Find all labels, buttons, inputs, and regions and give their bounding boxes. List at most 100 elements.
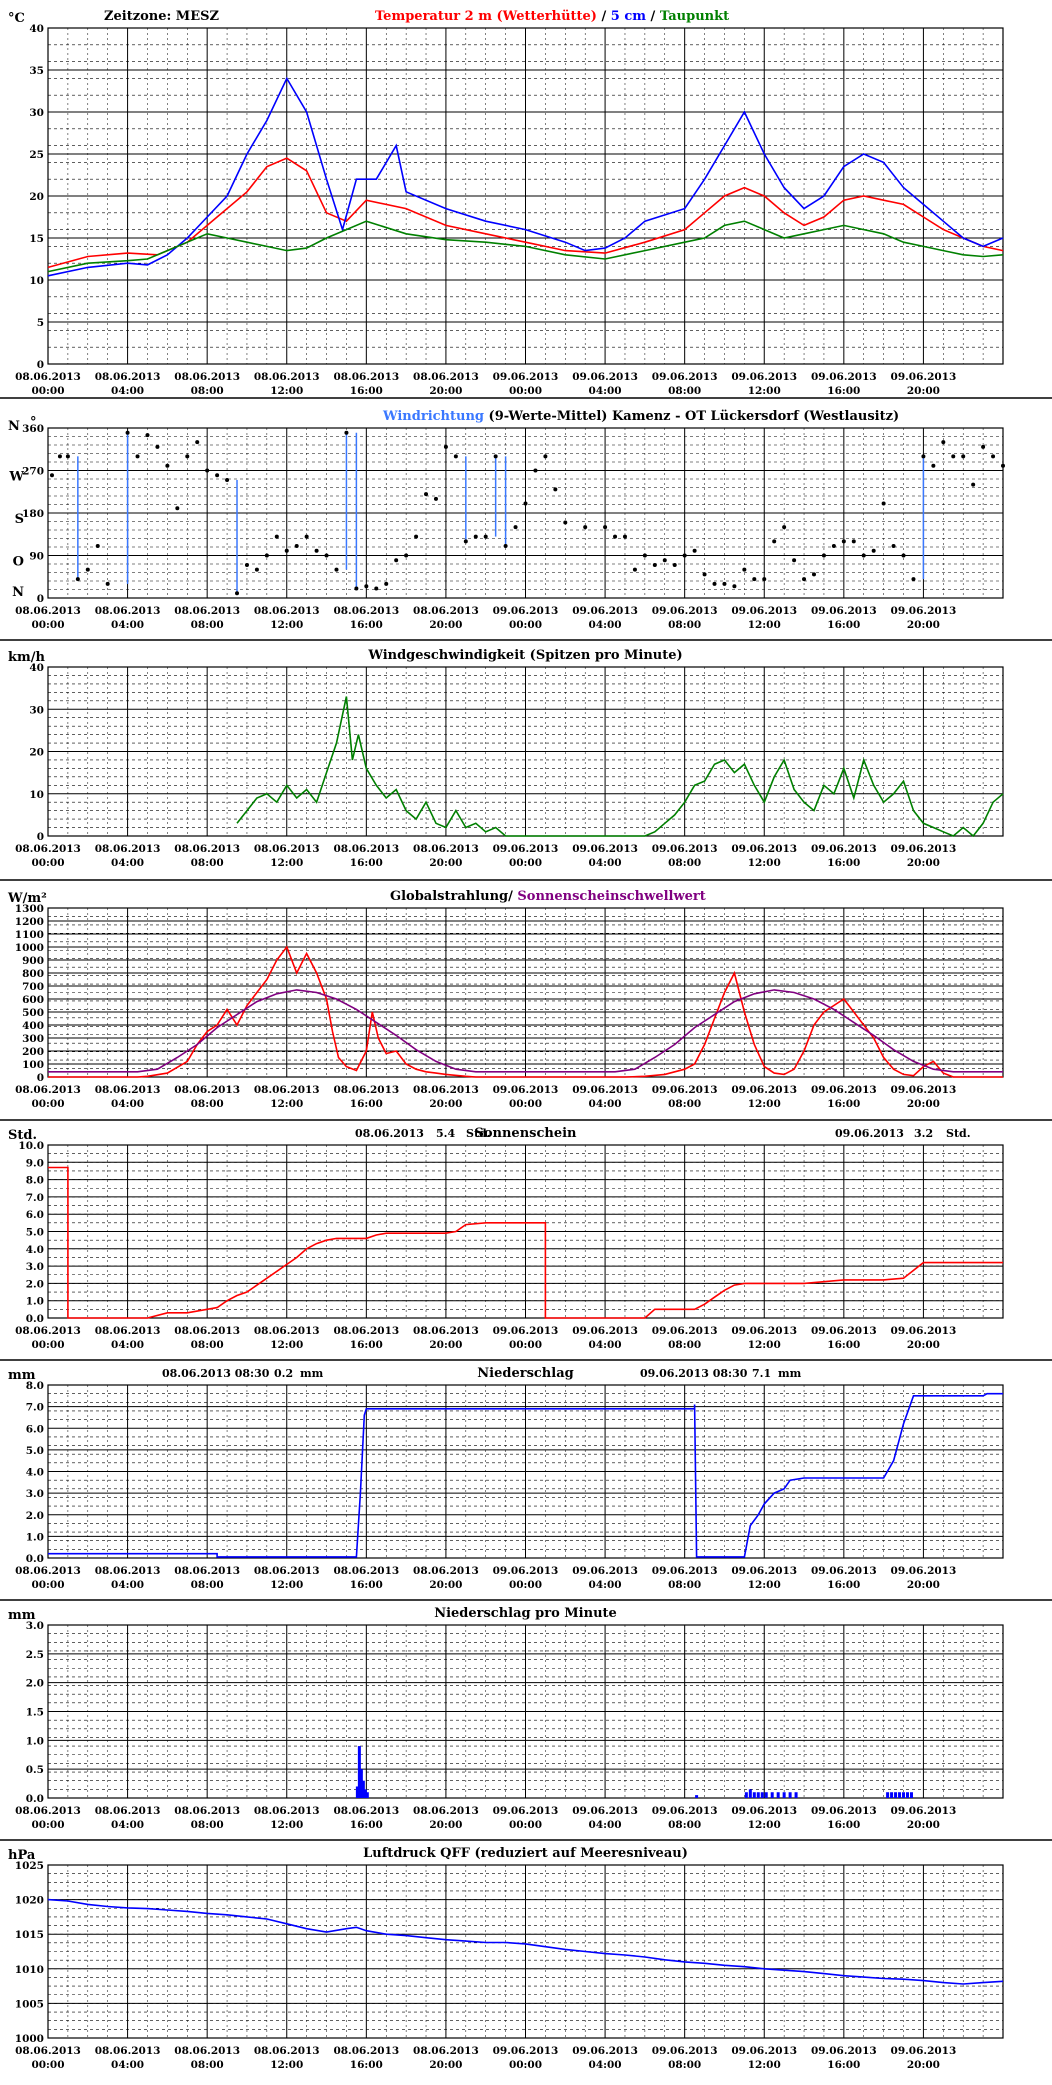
data-point [632, 567, 637, 572]
data-point [931, 463, 936, 468]
y-tick-label: 25 [29, 149, 44, 161]
x-tick-date: 09.06.2013 [811, 843, 877, 855]
data-point [75, 577, 80, 582]
x-tick-date: 08.06.2013 [15, 1805, 81, 1817]
data-bar [902, 1792, 906, 1798]
data-point [811, 572, 816, 577]
y-tick-label: 5 [37, 317, 44, 329]
x-tick-time: 04:00 [111, 857, 144, 869]
x-tick-time: 08:00 [668, 2059, 701, 2071]
x-tick-date: 09.06.2013 [731, 605, 797, 617]
y-tick-label: 0 [37, 593, 44, 605]
x-tick-time: 08:00 [191, 1098, 224, 1110]
minor-grid [48, 908, 1003, 1077]
y-tick-label: 4.0 [26, 1467, 44, 1479]
x-tick-time: 16:00 [827, 385, 860, 397]
data-bar [752, 1792, 756, 1798]
x-tick-time: 16:00 [827, 619, 860, 631]
x-tick-time: 12:00 [270, 1098, 303, 1110]
x-tick-date: 09.06.2013 [652, 1325, 718, 1337]
x-tick-date: 08.06.2013 [413, 2045, 479, 2057]
x-tick-time: 04:00 [589, 1819, 622, 1831]
data-point [891, 544, 896, 549]
y-tick-label: 2.0 [26, 1678, 44, 1690]
y-tick-label: 15 [29, 233, 44, 245]
x-tick-date: 08.06.2013 [95, 1325, 161, 1337]
y-unit-label: mm [8, 1608, 36, 1623]
y-tick-label: 180 [22, 508, 44, 520]
data-point [981, 444, 986, 449]
y-tick-label: 20 [29, 191, 44, 203]
x-tick-time: 20:00 [429, 1098, 462, 1110]
x-tick-date: 09.06.2013 [493, 1805, 559, 1817]
data-bar [748, 1789, 752, 1798]
y-tick-label: 200 [22, 1046, 44, 1058]
chart-title: Globalstrahlung/ Sonnenscheinschwellwert [390, 889, 706, 904]
y-tick-label: 2.0 [26, 1510, 44, 1522]
chart-title: Sonnenschein [474, 1126, 577, 1141]
data-point [881, 501, 886, 506]
data-bar [890, 1792, 894, 1798]
y-tick-label: 0 [37, 359, 44, 371]
y-tick-label: 900 [22, 955, 44, 967]
y-tick-label: 300 [22, 1033, 44, 1045]
series-line [47, 157, 1004, 269]
y-tick-label: 40 [29, 662, 44, 674]
data-bar [906, 1792, 909, 1798]
data-point [165, 463, 170, 468]
x-tick-time: 08:00 [668, 619, 701, 631]
x-tick-time: 20:00 [907, 857, 940, 869]
x-tick-date: 08.06.2013 [95, 2045, 161, 2057]
x-tick-time: 12:00 [270, 1819, 303, 1831]
x-tick-time: 00:00 [31, 1819, 64, 1831]
x-tick-date: 09.06.2013 [811, 1325, 877, 1337]
x-tick-time: 00:00 [509, 857, 542, 869]
data-point [821, 553, 826, 558]
y-tick-label: 90 [29, 551, 44, 563]
y-tick-label: 2.0 [26, 1278, 44, 1290]
data-point [831, 544, 836, 549]
y-tick-label: 10.0 [18, 1140, 44, 1152]
x-tick-time: 12:00 [748, 1098, 781, 1110]
x-tick-time: 12:00 [270, 857, 303, 869]
x-tick-time: 00:00 [509, 1579, 542, 1591]
x-tick-time: 00:00 [31, 1098, 64, 1110]
chart-title: Windgeschwindigkeit (Spitzen pro Minute) [367, 648, 682, 663]
info-value: 5.4 [436, 1127, 455, 1140]
x-tick-date: 09.06.2013 [652, 605, 718, 617]
data-point [951, 454, 956, 459]
y-tick-label: 9.0 [26, 1157, 44, 1169]
data-bar [744, 1792, 748, 1798]
x-tick-date: 09.06.2013 [811, 1805, 877, 1817]
x-tick-time: 20:00 [429, 1819, 462, 1831]
x-tick-date: 08.06.2013 [333, 2045, 399, 2057]
x-tick-date: 08.06.2013 [413, 1805, 479, 1817]
y-tick-label: 3.0 [26, 1261, 44, 1273]
x-tick-time: 04:00 [589, 1339, 622, 1351]
x-tick-time: 20:00 [907, 619, 940, 631]
data-point [961, 454, 966, 459]
x-tick-date: 08.06.2013 [15, 605, 81, 617]
x-tick-date: 09.06.2013 [572, 605, 638, 617]
data-point [334, 567, 339, 572]
info-date: 09.06.2013 [835, 1127, 904, 1140]
data-point [195, 440, 200, 445]
x-tick-time: 16:00 [350, 857, 383, 869]
y-tick-label: 35 [29, 65, 44, 77]
x-tick-time: 08:00 [191, 857, 224, 869]
data-point [513, 525, 518, 530]
y-tick-label: 1300 [15, 903, 44, 915]
x-tick-date: 08.06.2013 [15, 1565, 81, 1577]
plot-frame [47, 1864, 1004, 2039]
x-tick-date: 09.06.2013 [493, 1565, 559, 1577]
x-tick-date: 08.06.2013 [95, 843, 161, 855]
data-point [135, 454, 140, 459]
y-tick-label: 1020 [15, 1895, 44, 1907]
data-point [225, 477, 230, 482]
data-point [921, 454, 926, 459]
series-line [48, 989, 1003, 1073]
x-tick-date: 08.06.2013 [15, 1084, 81, 1096]
x-tick-time: 08:00 [668, 1339, 701, 1351]
title-part: (9-Werte-Mittel) [484, 409, 607, 424]
